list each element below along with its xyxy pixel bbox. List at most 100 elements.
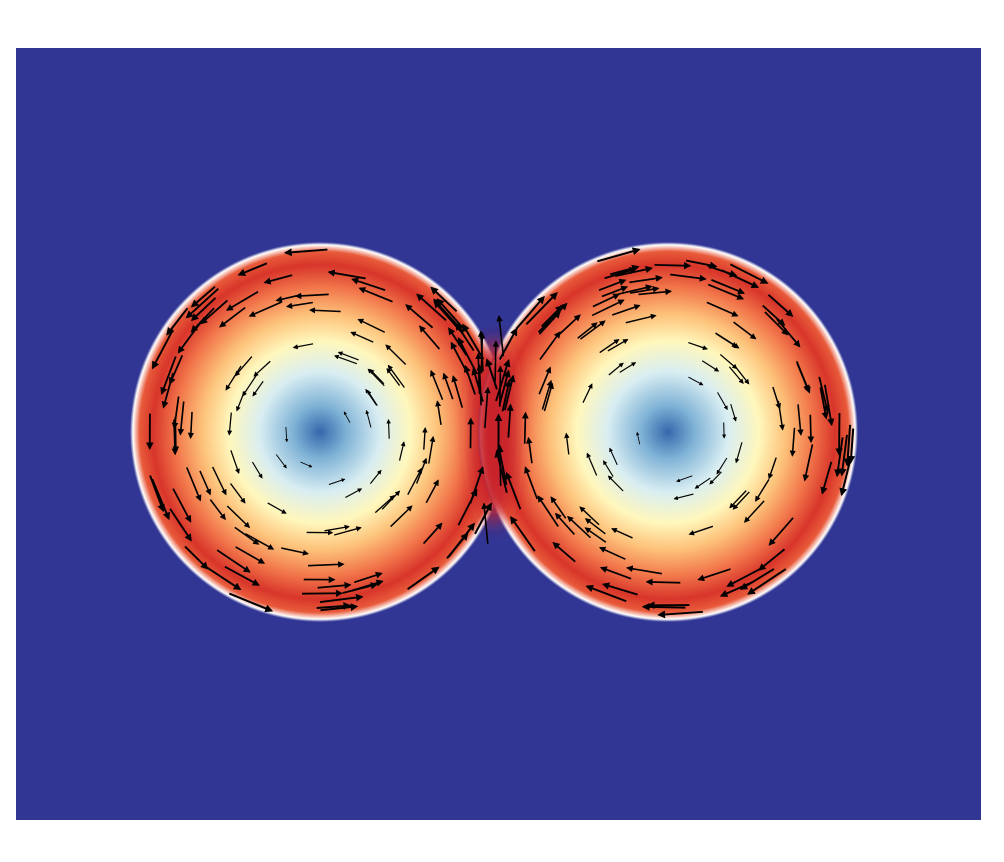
velocity-arrow: [496, 314, 505, 357]
velocity-arrow: [579, 320, 606, 340]
velocity-arrow: [510, 515, 536, 552]
velocity-arrow: [706, 301, 739, 317]
velocity-arrow: [285, 301, 313, 309]
velocity-arrow: [539, 331, 561, 360]
velocity-arrow: [497, 365, 504, 407]
velocity-arrow: [755, 478, 770, 502]
velocity-arrow: [230, 450, 240, 474]
velocity-arrow: [730, 403, 737, 422]
velocity-arrow: [847, 428, 856, 464]
velocity-arrow: [597, 247, 641, 263]
velocity-arrow: [758, 548, 786, 571]
velocity-arrow: [541, 379, 553, 410]
velocity-arrow: [190, 297, 217, 322]
velocity-arrow: [521, 411, 529, 444]
velocity-arrow: [697, 568, 731, 582]
velocity-arrow: [645, 578, 681, 586]
velocity-arrow: [385, 344, 407, 365]
velocity-arrow: [543, 382, 554, 412]
velocity-arrow: [200, 299, 229, 325]
velocity-arrow: [614, 265, 653, 277]
velocity-arrow: [357, 318, 386, 333]
velocity-arrow: [673, 493, 694, 501]
velocity-arrow: [577, 322, 598, 339]
velocity-arrow: [834, 437, 844, 478]
velocity-arrow: [670, 273, 707, 282]
velocity-arrow: [498, 369, 511, 406]
velocity-arrow: [694, 477, 711, 489]
velocity-arrow: [390, 505, 413, 528]
velocity-arrow: [603, 460, 614, 477]
velocity-arrow: [185, 287, 219, 319]
velocity-arrow: [455, 322, 475, 352]
velocity-arrow: [503, 374, 516, 411]
velocity-arrow: [715, 332, 740, 349]
velocity-arrow: [235, 546, 266, 564]
velocity-arrow: [422, 522, 443, 545]
velocity-arrow: [343, 411, 351, 423]
velocity-arrow: [476, 364, 483, 406]
velocity-arrow: [300, 461, 313, 468]
velocity-arrow: [237, 262, 268, 277]
velocity-arrow: [177, 319, 203, 354]
velocity-arrow: [625, 313, 657, 324]
velocity-arrow: [251, 461, 263, 479]
velocity-arrow: [567, 515, 592, 539]
velocity-arrow: [601, 285, 629, 298]
left-vortex: [130, 242, 510, 622]
velocity-arrow: [767, 457, 777, 480]
velocity-arrow: [327, 269, 366, 280]
velocity-arrow: [236, 391, 246, 412]
velocity-arrow: [584, 518, 606, 535]
velocity-arrow: [584, 527, 607, 543]
velocity-arrow: [475, 352, 482, 394]
velocity-arrow: [351, 277, 386, 291]
velocity-arrow: [688, 341, 708, 351]
velocity-arrow: [309, 307, 341, 314]
velocity-arrow: [316, 602, 352, 610]
velocity-arrow: [807, 414, 815, 444]
velocity-arrow: [369, 368, 385, 385]
velocity-arrow: [169, 508, 192, 542]
velocity-arrow: [435, 400, 442, 425]
velocity-arrow: [717, 392, 728, 411]
velocity-arrow: [618, 284, 653, 295]
velocity-arrow: [405, 304, 434, 329]
velocity-arrow: [281, 547, 310, 556]
velocity-arrow: [733, 321, 757, 340]
velocity-arrow: [481, 502, 489, 544]
velocity-arrow: [764, 311, 789, 336]
velocity-arrow: [789, 427, 796, 457]
velocity-arrow: [319, 593, 364, 604]
velocity-arrow: [636, 431, 641, 445]
velocity-arrow: [484, 386, 491, 429]
velocity-arrow: [550, 496, 567, 519]
velocity-arrow: [430, 369, 444, 400]
velocity-arrow: [582, 383, 593, 403]
velocity-arrow: [701, 360, 720, 372]
velocity-arrow: [234, 526, 260, 545]
velocity-arrow: [554, 512, 575, 536]
velocity-arrow: [538, 366, 552, 395]
velocity-arrow: [275, 293, 302, 303]
velocity-arrow: [538, 310, 561, 335]
velocity-arrow: [619, 362, 637, 373]
velocity-arrow: [707, 283, 745, 300]
velocity-arrow: [317, 581, 352, 589]
velocity-arrow: [184, 545, 209, 570]
velocity-arrow: [747, 568, 787, 595]
velocity-arrow: [496, 444, 504, 486]
velocity-arrow: [177, 401, 185, 436]
velocity-arrow: [728, 366, 744, 385]
velocity-arrow: [685, 259, 718, 270]
velocity-arrow: [820, 461, 833, 495]
velocity-arrow: [611, 528, 633, 539]
velocity-arrow: [398, 441, 406, 461]
velocity-arrow: [190, 285, 216, 308]
velocity-arrow: [768, 517, 794, 546]
velocity-arrow: [386, 419, 391, 439]
velocity-arrow: [284, 426, 289, 443]
velocity-arrow: [734, 442, 743, 464]
velocity-arrow: [743, 500, 765, 523]
